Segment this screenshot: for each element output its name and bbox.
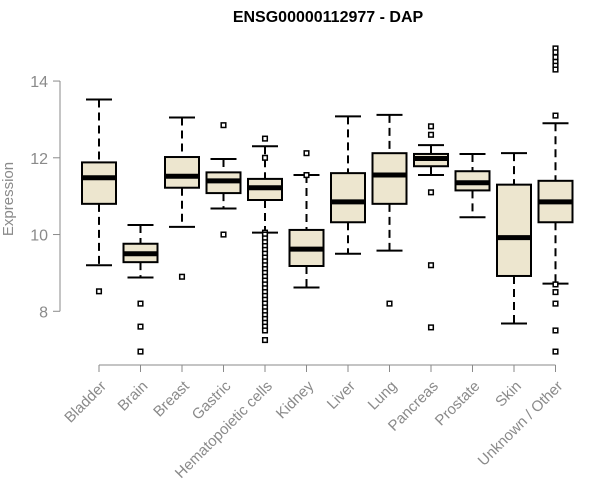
box-unknown-other	[537, 45, 574, 355]
x-tick-label: Breast	[150, 377, 193, 420]
y-axis-label: Expression	[0, 162, 17, 236]
y-tick-label: 10	[30, 228, 48, 245]
outlier-point	[552, 66, 559, 73]
y-tick-label: 8	[39, 304, 48, 321]
box-iqr	[330, 172, 366, 224]
x-tick-label: Skin	[492, 378, 525, 411]
outlier-point	[220, 122, 227, 129]
outlier-point	[178, 273, 186, 280]
outlier-point	[427, 123, 435, 130]
outlier-point	[95, 288, 103, 295]
outlier-point	[386, 300, 393, 307]
outlier-point	[137, 300, 144, 307]
outlier-point	[303, 150, 310, 157]
outlier-point	[552, 49, 559, 56]
box-breast	[164, 116, 200, 280]
box-kidney	[288, 150, 325, 289]
box-iqr	[164, 156, 200, 189]
outlier-point	[552, 300, 559, 307]
x-tick-label: Liver	[324, 378, 359, 413]
box-iqr	[496, 183, 532, 277]
outlier-point	[261, 135, 269, 142]
outlier-point	[261, 337, 269, 344]
outlier-point	[552, 289, 559, 296]
outlier-point	[552, 327, 559, 334]
outlier-point	[220, 231, 227, 238]
x-tick-label: Lung	[365, 378, 401, 414]
outlier-point	[552, 281, 559, 288]
y-tick-label: 12	[30, 151, 48, 168]
box-skin	[496, 152, 532, 325]
box-hematopoietic-cells	[247, 135, 283, 344]
box-iqr	[371, 152, 408, 205]
outlier-point	[261, 154, 269, 161]
box-gastric	[205, 122, 242, 238]
x-tick-label: Bladder	[61, 378, 110, 427]
outlier-point	[137, 323, 144, 330]
x-tick-label: Kidney	[273, 377, 318, 422]
box-series	[81, 45, 574, 355]
outlier-point	[427, 131, 435, 138]
outlier-point	[552, 348, 559, 355]
chart-title: ENSG00000112977 - DAP	[233, 9, 424, 26]
box-brain	[122, 223, 159, 355]
box-bladder	[81, 98, 117, 295]
y-axis: 8 10 12 14	[30, 74, 61, 321]
y-tick-label: 14	[30, 74, 48, 91]
box-prostate	[454, 152, 491, 219]
outlier-point	[261, 327, 269, 334]
box-lung	[371, 113, 408, 307]
outlier-point	[137, 348, 144, 355]
outlier-point	[427, 324, 435, 331]
x-tick-label: Brain	[115, 378, 152, 415]
outlier-point	[427, 189, 435, 196]
box-iqr	[81, 161, 117, 205]
x-tick-label: Prostate	[432, 378, 484, 430]
outlier-point	[427, 262, 435, 269]
outlier-point	[303, 172, 310, 179]
box-pancreas	[413, 123, 449, 331]
box-liver	[330, 115, 366, 255]
outlier-point	[552, 112, 559, 119]
